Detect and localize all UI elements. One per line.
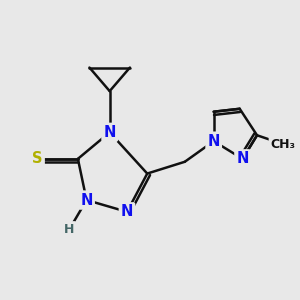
Text: N: N xyxy=(121,204,133,219)
Text: N: N xyxy=(80,193,93,208)
Text: N: N xyxy=(103,125,116,140)
Text: CH₃: CH₃ xyxy=(271,138,296,151)
Text: H: H xyxy=(64,223,74,236)
Text: N: N xyxy=(208,134,220,149)
Text: N: N xyxy=(236,151,249,166)
Text: S: S xyxy=(32,151,43,166)
